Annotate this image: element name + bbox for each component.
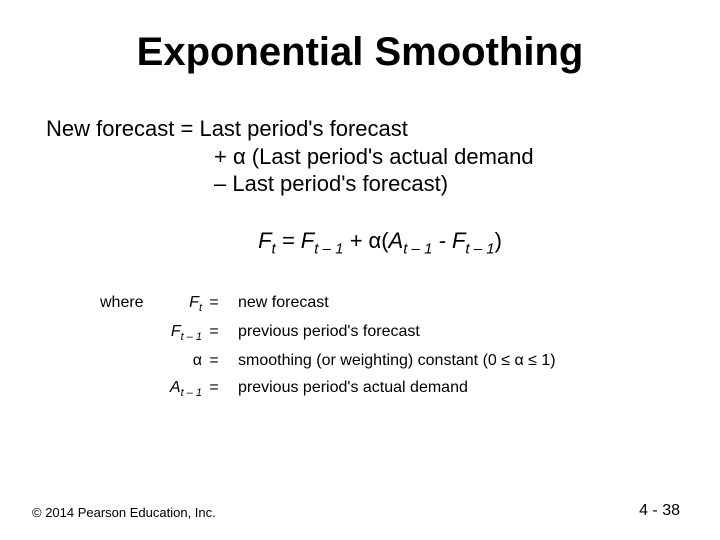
copyright-text: © 2014 Pearson Education, Inc.: [32, 505, 216, 520]
formula-A: A: [389, 228, 404, 253]
formula-open: (: [381, 228, 388, 253]
where-eq: =: [204, 374, 224, 401]
formula-sub-t1a: t – 1: [314, 240, 343, 257]
body-description: New forecast = Last period's forecast + …: [46, 115, 680, 198]
formula-F2: F: [301, 228, 314, 253]
where-def: previous period's forecast: [224, 318, 420, 345]
where-eq: =: [204, 318, 224, 345]
where-def: new forecast: [224, 289, 329, 316]
body-line-2: + α (Last period's actual demand: [214, 143, 680, 171]
slide-title: Exponential Smoothing: [40, 30, 680, 75]
where-symbol-at1: At – 1: [156, 374, 204, 403]
main-formula: Ft = Ft – 1 + α(At – 1 - Ft – 1): [80, 228, 680, 257]
slide-container: Exponential Smoothing New forecast = Las…: [0, 0, 720, 540]
where-eq: =: [204, 289, 224, 316]
formula-F1: F: [258, 228, 271, 253]
page-number: 4 - 38: [639, 502, 680, 520]
where-row: Ft – 1 = previous period's forecast: [100, 318, 680, 347]
where-eq: =: [204, 347, 224, 374]
formula-minus: -: [432, 228, 452, 253]
formula-close: ): [495, 228, 502, 253]
body-line-1: New forecast = Last period's forecast: [46, 115, 680, 143]
formula-plus: +: [343, 228, 368, 253]
where-row: At – 1 = previous period's actual demand: [100, 374, 680, 403]
where-def: previous period's actual demand: [224, 374, 468, 401]
where-row: α = smoothing (or weighting) constant (0…: [100, 347, 680, 374]
formula-eq: =: [276, 228, 301, 253]
formula-sub-t1b: t – 1: [403, 240, 432, 257]
where-symbol-ft1: Ft – 1: [156, 318, 204, 347]
body-line-3: – Last period's forecast): [214, 170, 680, 198]
where-block: where Ft = new forecast Ft – 1 = previou…: [100, 289, 680, 403]
where-def: smoothing (or weighting) constant (0 ≤ α…: [224, 347, 556, 374]
formula-alpha: α: [368, 228, 381, 253]
where-symbol-alpha: α: [156, 347, 204, 374]
formula-F3: F: [452, 228, 465, 253]
formula-sub-t1c: t – 1: [465, 240, 494, 257]
where-symbol-ft: Ft: [156, 289, 204, 318]
where-label: where: [100, 289, 156, 316]
where-row: where Ft = new forecast: [100, 289, 680, 318]
